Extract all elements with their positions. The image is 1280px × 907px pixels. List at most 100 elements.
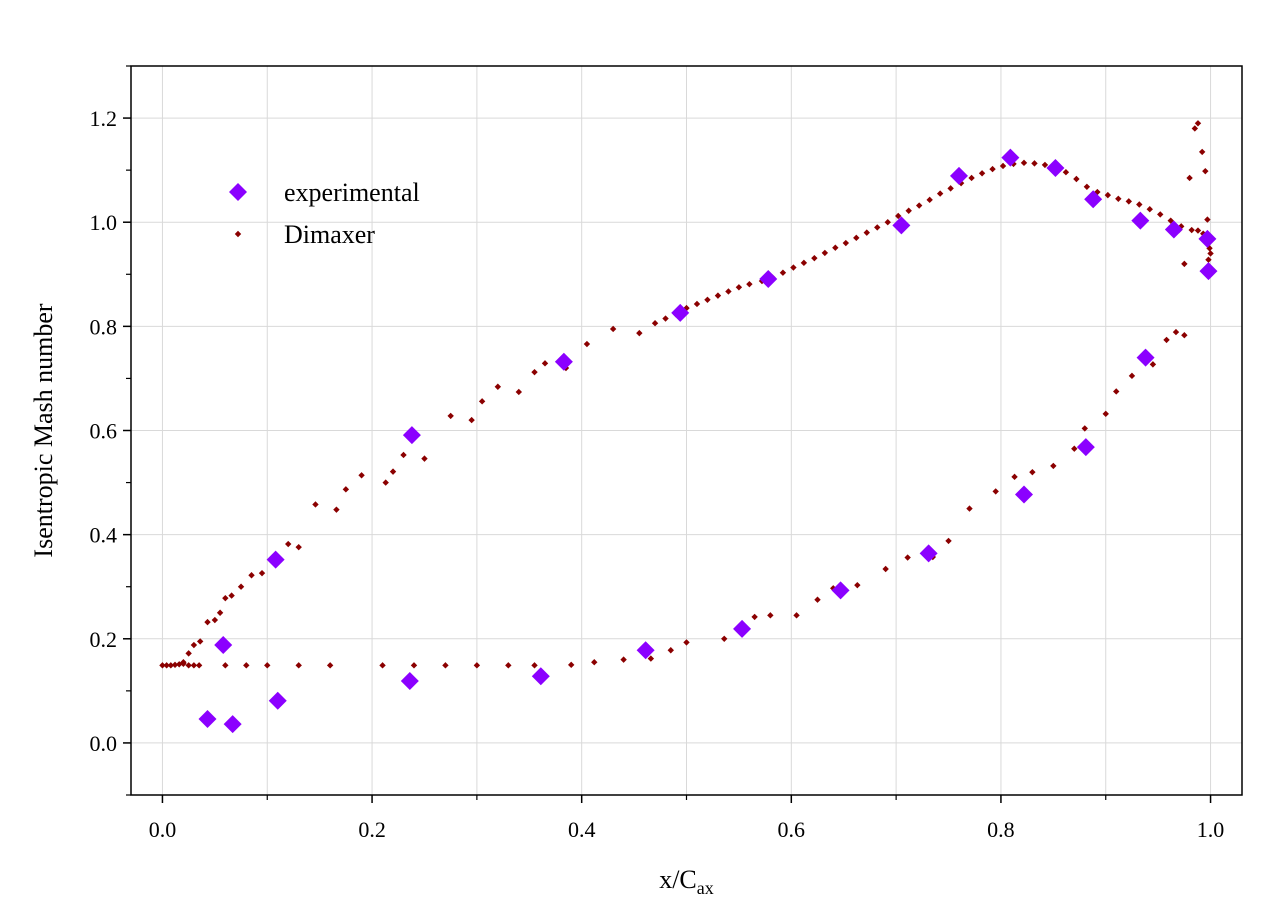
y-tick-label: 0.8 [90, 314, 118, 339]
dimaxer-point [285, 540, 292, 548]
experimental-point [400, 671, 419, 690]
dimaxer-point [531, 368, 538, 376]
dimaxer-point [853, 234, 860, 242]
experimental-point [531, 667, 550, 686]
dimaxer-point [895, 212, 902, 220]
dimaxer-point [258, 569, 266, 577]
dimaxer-point [683, 639, 690, 646]
dimaxer-point [358, 472, 365, 479]
dimaxer-point [989, 165, 996, 173]
experimental-point [1084, 190, 1103, 209]
dimaxer-point [767, 612, 774, 619]
x-axis-title: x/Cax [659, 865, 714, 898]
dimaxer-point [814, 596, 821, 603]
dimaxer-point [667, 647, 674, 654]
dimaxer-point [1178, 223, 1185, 230]
y-tick-label: 0.2 [90, 627, 118, 652]
grid [131, 66, 1242, 795]
x-axis-title-subscript: ax [697, 878, 714, 898]
dimaxer-point [693, 300, 701, 308]
dimaxer-point [248, 572, 255, 579]
y-tick-label: 0.6 [90, 419, 118, 444]
dimaxer-point [195, 662, 203, 669]
dimaxer-point [1163, 336, 1170, 344]
dimaxer-point [1188, 226, 1195, 234]
dimaxer-point [1104, 191, 1112, 199]
dimaxer-point [1198, 148, 1206, 156]
dimaxer-point [1041, 161, 1049, 169]
experimental-point [919, 544, 938, 563]
x-tick-label: 0.6 [778, 817, 806, 842]
experimental-point [1001, 148, 1020, 167]
experimental-point [214, 636, 233, 655]
dimaxer-point [945, 537, 952, 545]
experimental-point [733, 619, 752, 638]
dimaxer-point [237, 583, 245, 590]
dimaxer-point [882, 565, 889, 573]
series-layer [159, 120, 1218, 734]
dimaxer-point [793, 612, 800, 619]
y-tick-label: 1.0 [90, 210, 118, 235]
dimaxer-point [1172, 328, 1180, 336]
dimaxer-point [447, 412, 454, 420]
experimental-point [671, 303, 690, 322]
series-experimental [198, 148, 1218, 734]
dimaxer-point [936, 190, 944, 197]
dimaxer-point [1102, 410, 1109, 418]
dimaxer-point [821, 249, 829, 257]
experimental-point [198, 709, 217, 728]
experimental-point [1046, 159, 1065, 178]
dimaxer-point [779, 269, 787, 276]
dimaxer-point [1062, 169, 1070, 176]
dimaxer-point [379, 662, 386, 669]
dimaxer-point [505, 662, 512, 669]
experimental-point [266, 550, 285, 569]
dimaxer-point [1186, 174, 1193, 182]
dimaxer-point [400, 451, 407, 459]
dimaxer-point [874, 224, 881, 231]
dimaxer-point [811, 254, 818, 262]
dimaxer-point [333, 506, 340, 513]
dimaxer-point [1205, 256, 1212, 263]
experimental-point [1131, 211, 1150, 230]
experimental-point [1198, 229, 1217, 248]
dimaxer-point [1181, 332, 1188, 339]
dimaxer-point [854, 581, 861, 589]
dimaxer-point [1113, 388, 1120, 395]
dimaxer-point [171, 661, 179, 669]
experimental-point [636, 641, 655, 660]
dimaxer-point [1029, 468, 1036, 476]
x-tick-label: 0.2 [358, 817, 386, 842]
dimaxer-point [326, 662, 334, 669]
dimaxer-point [468, 416, 475, 424]
dimaxer-point [800, 259, 808, 267]
legend: experimental Dimaxer [229, 178, 420, 249]
dimaxer-point [421, 455, 428, 462]
dimaxer-point [410, 662, 418, 669]
dimaxer-point [721, 635, 728, 642]
dimaxer-point [190, 641, 198, 649]
dimaxer-point [473, 662, 481, 669]
dimaxer-point [583, 340, 591, 348]
dimaxer-point [662, 315, 669, 322]
x-tick-label: 0.0 [149, 817, 177, 842]
dimaxer-point [163, 662, 170, 669]
x-tick-label: 0.4 [568, 817, 596, 842]
ticks [123, 65, 1212, 803]
dimaxer-point [651, 320, 659, 327]
x-axis-title-main: x/C [659, 865, 697, 894]
y-axis-title: Isentropic Mash number [29, 303, 58, 558]
dimaxer-point [1206, 245, 1213, 252]
dimaxer-point [863, 229, 870, 236]
experimental-point [268, 691, 287, 710]
dimaxer-point [842, 239, 850, 247]
dimaxer-point [295, 662, 302, 669]
dimaxer-point [904, 554, 911, 561]
dimaxer-point [1167, 217, 1174, 224]
dimaxer-point [966, 505, 973, 512]
dimaxer-point [915, 202, 923, 209]
dimaxer-point [992, 488, 999, 495]
experimental-point [1164, 220, 1183, 239]
